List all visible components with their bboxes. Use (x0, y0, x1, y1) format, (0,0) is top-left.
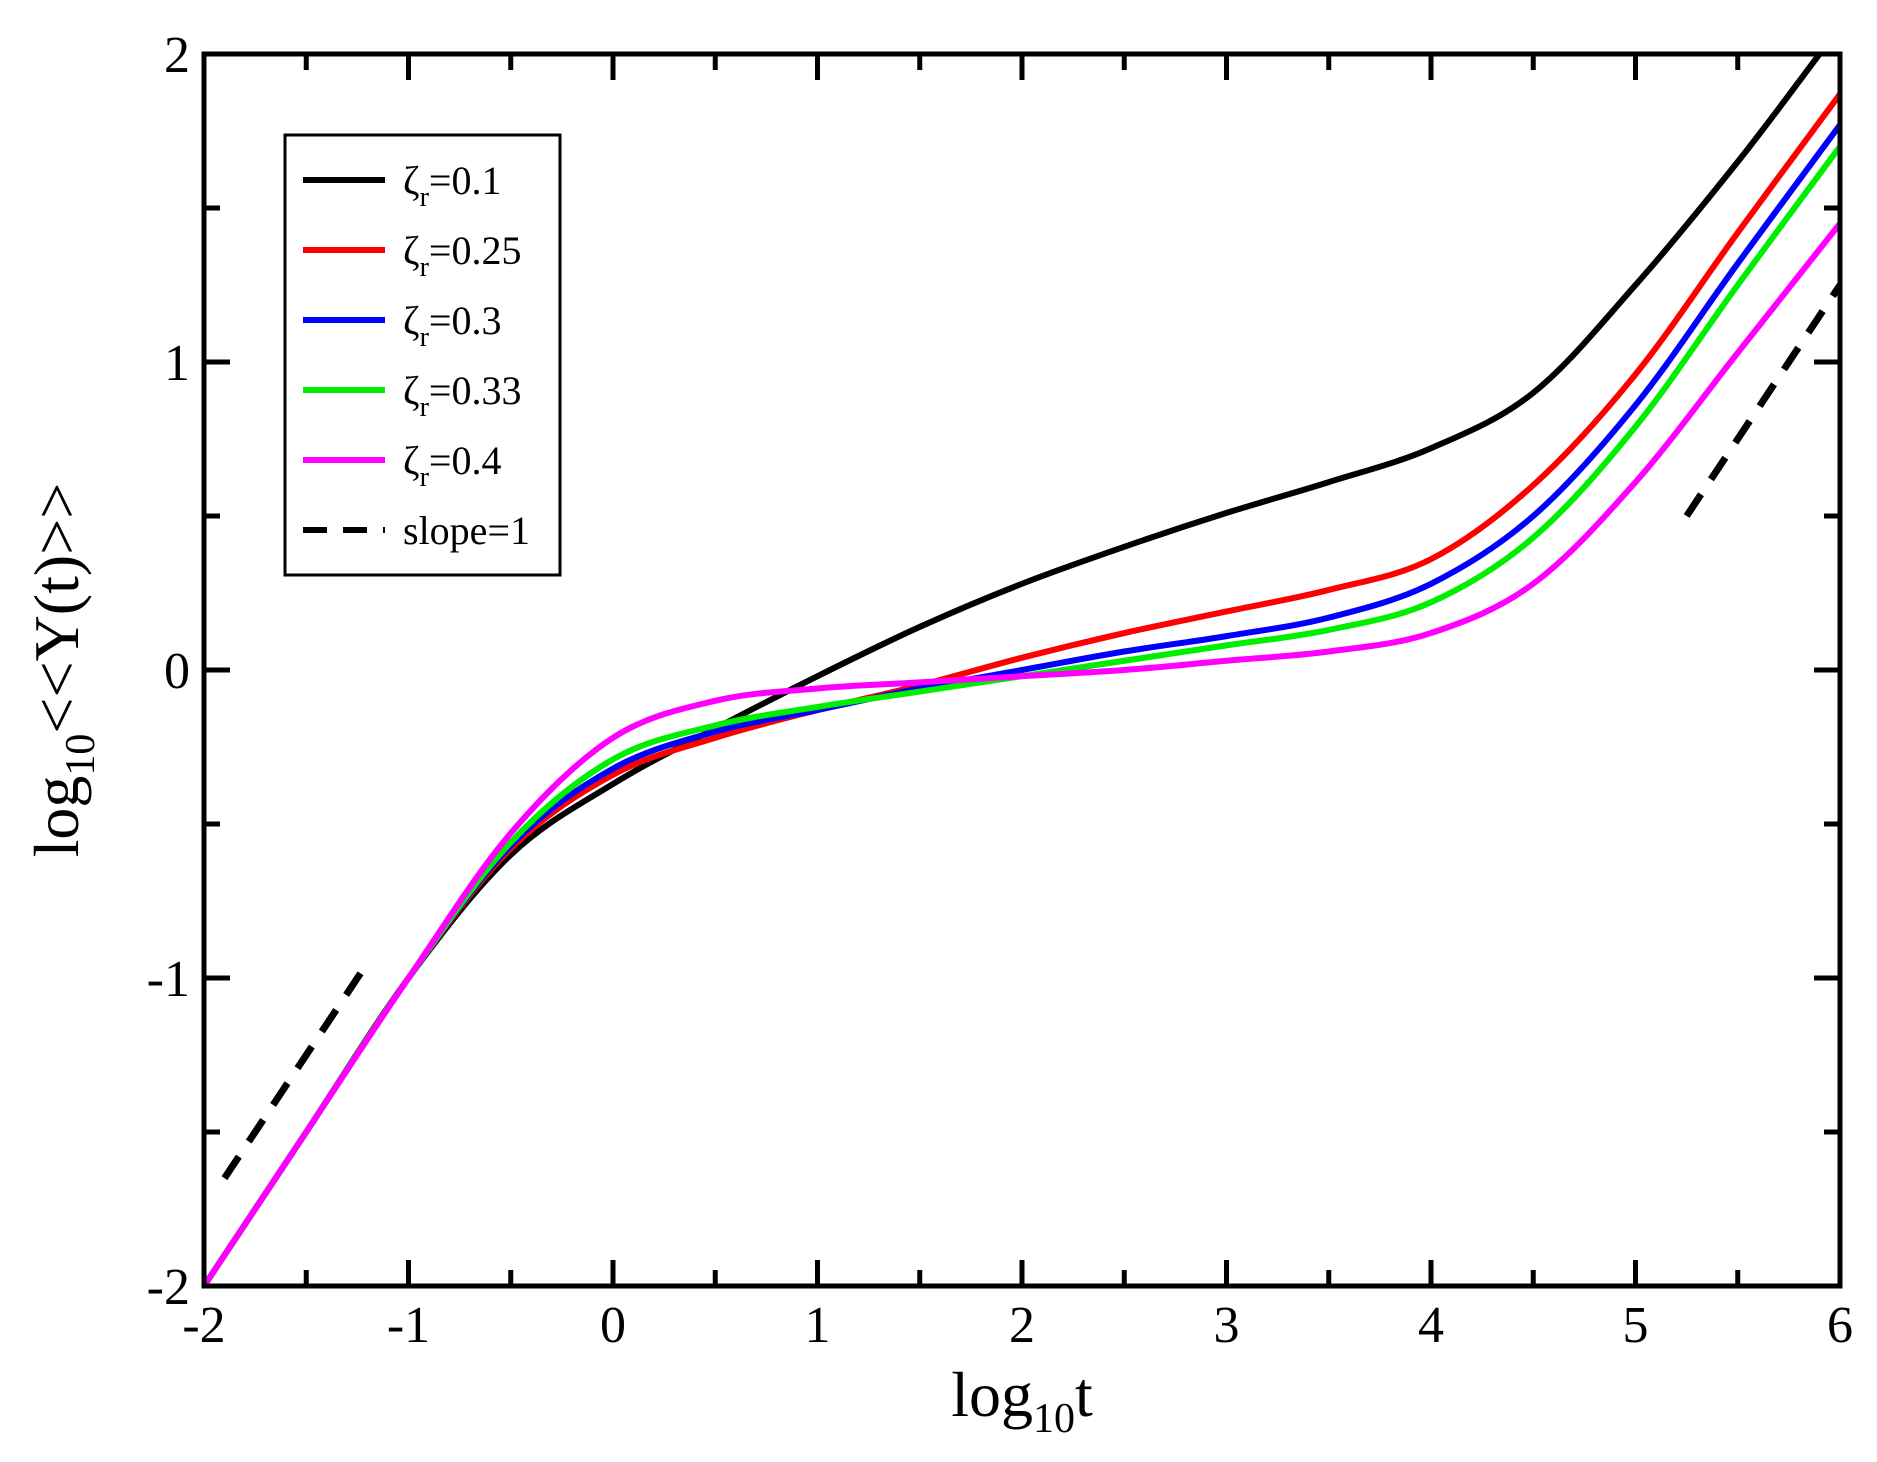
y-axis-title-rest: <<Y(t)>> (21, 483, 92, 734)
x-axis-title: log10t (951, 1359, 1093, 1442)
legend-label-slope-1-left: slope=1 (403, 508, 530, 553)
x-axis-title-sub: 10 (1033, 1396, 1075, 1442)
legend-box (283, 133, 562, 577)
x-tick-label: 3 (1214, 1297, 1240, 1354)
y-tick-label: -1 (147, 951, 190, 1008)
series-layer (204, 54, 1840, 1286)
x-axis-title-base: log (951, 1359, 1033, 1430)
x-tick-label: -1 (387, 1297, 430, 1354)
plot-frame (201, 51, 1843, 1289)
y-tick-label: 1 (164, 335, 190, 392)
y-axis-title-sub: 10 (58, 734, 104, 776)
x-tick-label: 0 (600, 1297, 626, 1354)
x-tick-label: 4 (1418, 1297, 1444, 1354)
legend-label-zeta-0.25: ζr=0.25 (403, 228, 521, 283)
x-tick-label: 2 (1009, 1297, 1035, 1354)
legend: ζr=0.1 ζr=0.25 ζr=0.3 ζr=0.33 ζr=0.4 slope=1 (283, 133, 562, 577)
y-axis-title-base: log (21, 776, 92, 858)
tick-labels: -2 -1 0 1 2 3 4 5 6 -2 -1 0 1 2 (147, 27, 1853, 1354)
series-line-zeta-0.4 (204, 221, 1840, 1286)
y-axis-title: log10<<Y(t)>> (21, 483, 104, 858)
y-tick-label: 2 (164, 27, 190, 84)
x-tick-label: 1 (805, 1297, 831, 1354)
legend-label-zeta-0.1: ζr=0.1 (403, 158, 501, 213)
series-line-slope-1-right (1683, 283, 1840, 518)
y-tick-label: -2 (147, 1259, 190, 1316)
x-tick-label: 5 (1623, 1297, 1649, 1354)
legend-label-zeta-0.33: ζr=0.33 (403, 368, 521, 423)
legend-label-zeta-0.3: ζr=0.3 (403, 298, 501, 353)
legend-label-zeta-0.4: ζr=0.4 (403, 438, 501, 493)
x-axis-title-rest: t (1075, 1359, 1093, 1430)
x-tick-label: -2 (182, 1297, 225, 1354)
y-tick-label: 0 (164, 643, 190, 700)
x-tick-label: 6 (1827, 1297, 1853, 1354)
